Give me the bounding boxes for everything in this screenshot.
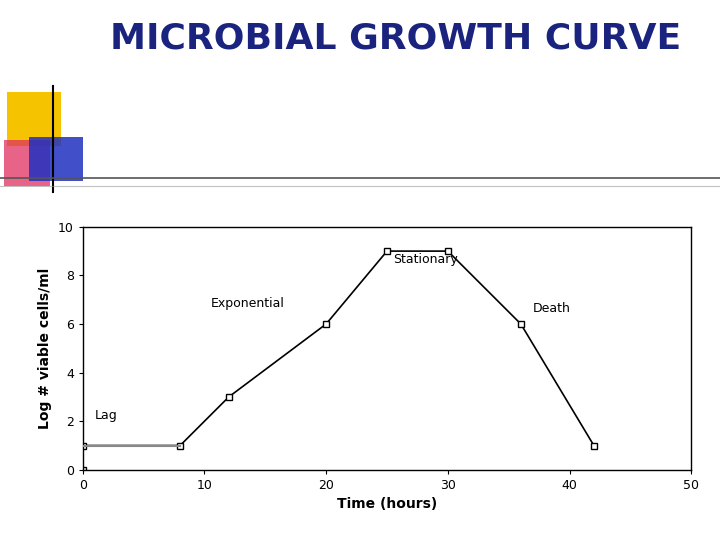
Bar	[7, 92, 61, 146]
Text: Exponential: Exponential	[210, 297, 284, 310]
Bar	[4, 140, 50, 186]
Text: Lag: Lag	[95, 409, 117, 422]
X-axis label: Time (hours): Time (hours)	[337, 497, 437, 511]
Y-axis label: Log # viable cells/ml: Log # viable cells/ml	[38, 268, 53, 429]
Text: Stationary: Stationary	[393, 253, 458, 266]
Text: MICROBIAL GROWTH CURVE: MICROBIAL GROWTH CURVE	[110, 22, 682, 56]
Bar	[29, 137, 83, 181]
Text: Death: Death	[533, 302, 571, 315]
